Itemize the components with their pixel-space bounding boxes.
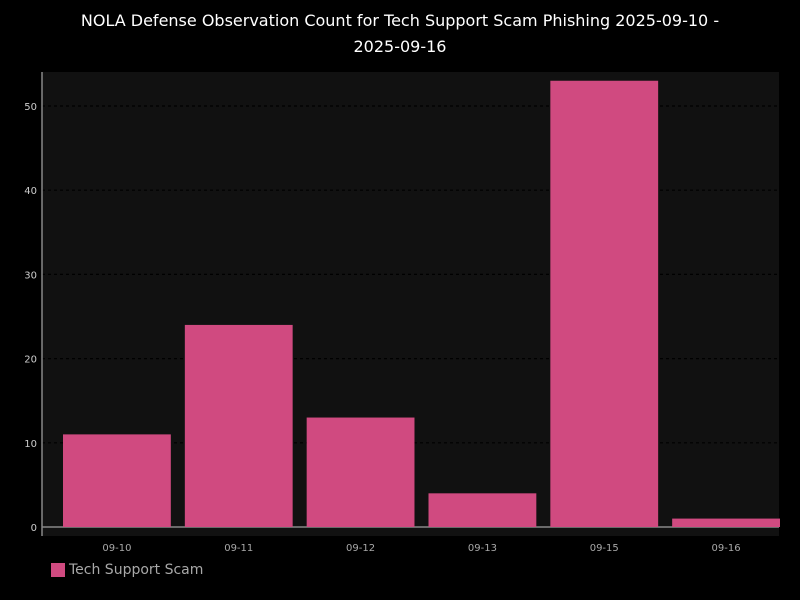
bar-09-10: [63, 434, 171, 527]
bar-09-16: [672, 518, 780, 527]
legend-swatch: [51, 563, 65, 577]
y-tick-label-10: 10: [24, 439, 37, 450]
x-tick-label-09-12: 09-12: [346, 543, 375, 554]
x-tick-label-09-16: 09-16: [712, 543, 741, 554]
x-tick-label-09-11: 09-11: [224, 543, 253, 554]
x-tick-label-09-13: 09-13: [468, 543, 497, 554]
y-tick-label-50: 50: [24, 102, 37, 113]
chart-title-line-2: 2025-09-16: [353, 37, 447, 56]
y-tick-label-0: 0: [31, 523, 37, 534]
chart-title: NOLA Defense Observation Count for Tech …: [0, 8, 800, 60]
bar-09-12: [306, 417, 415, 527]
y-tick-label-30: 30: [24, 270, 37, 281]
bar-09-13: [428, 493, 537, 527]
bar-09-11: [184, 324, 293, 527]
chart-title-line-1: NOLA Defense Observation Count for Tech …: [80, 11, 720, 30]
y-tick-label-20: 20: [24, 355, 37, 366]
bar-09-15: [550, 80, 659, 528]
legend: Tech Support Scam: [51, 562, 203, 578]
y-tick-label-40: 40: [24, 186, 37, 197]
x-tick-label-09-10: 09-10: [102, 543, 131, 554]
legend-label: Tech Support Scam: [69, 562, 204, 578]
x-tick-label-09-15: 09-15: [590, 543, 619, 554]
